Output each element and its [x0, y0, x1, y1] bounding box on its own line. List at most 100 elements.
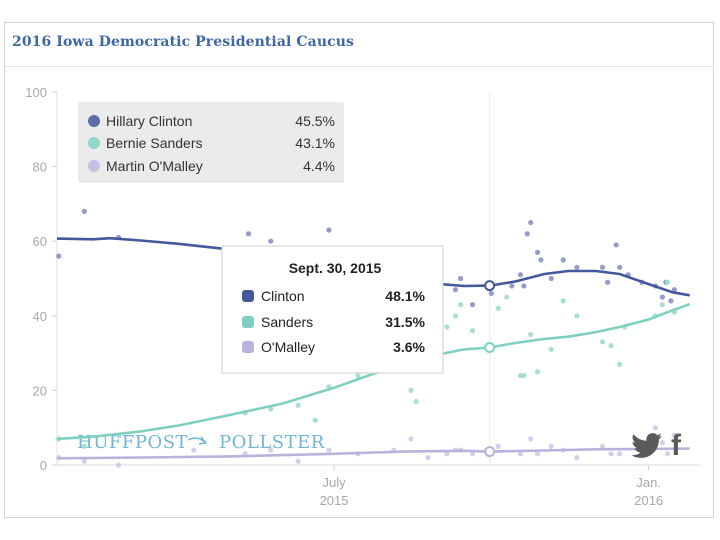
tooltip-swatch-sanders — [242, 316, 254, 328]
poll-dot-omalley — [408, 436, 414, 442]
twitter-share-button[interactable] — [631, 433, 662, 458]
poll-dot-omalley — [495, 443, 501, 449]
poll-dot-omalley — [608, 451, 614, 457]
poll-dot-sanders — [548, 346, 554, 352]
poll-dot-clinton — [469, 302, 476, 308]
poll-dot-clinton — [81, 208, 87, 214]
poll-dot-clinton — [613, 242, 619, 248]
legend-swatch-omalley — [88, 160, 100, 172]
poll-dot-sanders — [408, 387, 414, 393]
poll-dot-sanders — [534, 369, 541, 375]
watermark-arrow-icon — [187, 436, 208, 445]
poll-dot-omalley — [268, 447, 274, 453]
poll-dot-sanders — [355, 372, 361, 379]
y-tick-label: 20 — [33, 383, 47, 398]
poll-dot-sanders — [81, 443, 87, 449]
y-tick-label: 40 — [33, 309, 47, 324]
poll-dot-sanders — [312, 417, 318, 423]
poll-dot-clinton — [517, 272, 524, 278]
poll-dot-omalley — [326, 447, 332, 453]
poll-dot-sanders — [599, 339, 606, 345]
poll-dot-clinton — [457, 275, 464, 282]
poll-dot-omalley — [469, 451, 476, 457]
legend-value-omalley: 4.4% — [303, 158, 335, 174]
hover-markers-layer — [484, 280, 496, 458]
poll-dot-clinton — [617, 264, 623, 270]
hover-marker-sanders — [484, 342, 496, 354]
poll-dot-sanders — [504, 294, 510, 300]
poll-dot-clinton — [245, 231, 252, 237]
poll-dot-omalley — [115, 462, 122, 468]
legend-label-sanders: Bernie Sanders — [106, 135, 203, 151]
poll-dot-sanders — [659, 302, 665, 308]
trend-line-omalley — [56, 447, 690, 460]
poll-dot-sanders — [608, 343, 614, 349]
poll-dot-clinton — [534, 249, 541, 255]
poll-dot-sanders — [469, 328, 476, 334]
poll-dot-clinton — [521, 283, 527, 289]
y-tick-label: 60 — [33, 234, 47, 249]
tooltip-background — [221, 245, 444, 374]
title-bar: 2016 Iowa Democratic Presidential Caucus — [5, 23, 713, 67]
poll-dot-sanders — [528, 331, 534, 338]
tooltip-value-clinton: 48.1% — [385, 288, 425, 304]
poll-dot-sanders — [617, 361, 623, 367]
poll-dot-sanders — [413, 398, 419, 405]
poll-dot-omalley — [81, 458, 87, 464]
poll-dot-sanders — [521, 372, 527, 379]
legend-background — [78, 102, 344, 183]
poll-dot-clinton — [668, 298, 674, 304]
facebook-icon: f — [671, 429, 682, 462]
poll-dot-omalley — [574, 454, 580, 461]
poll-dot-clinton — [524, 231, 530, 237]
watermark-right: POLLSTER — [219, 432, 325, 453]
poll-dot-omalley — [534, 451, 541, 457]
tooltip: Sept. 30, 2015 Clinton 48.1% Sanders 31.… — [221, 245, 444, 374]
y-tick-label: 0 — [40, 458, 47, 473]
facebook-share-button[interactable]: f — [671, 429, 682, 462]
legend: Hillary Clinton 45.5% Bernie Sanders 43.… — [78, 102, 344, 183]
tooltip-label-omalley: O'Malley — [261, 339, 315, 355]
poll-dot-omalley — [528, 436, 534, 442]
poll-dot-clinton — [268, 238, 274, 244]
poll-dot-sanders — [457, 302, 464, 308]
tooltip-value-sanders: 31.5% — [385, 314, 425, 330]
twitter-icon — [631, 433, 662, 458]
y-tick-label: 100 — [25, 85, 47, 100]
poll-dot-clinton — [509, 283, 515, 289]
poll-dot-clinton — [574, 264, 580, 270]
legend-value-sanders: 43.1% — [295, 135, 335, 151]
tooltip-value-omalley: 3.6% — [393, 339, 425, 355]
hover-marker-clinton — [484, 280, 496, 292]
poll-dot-clinton — [488, 290, 494, 297]
poll-dot-sanders — [295, 402, 301, 408]
poll-dot-clinton — [548, 275, 554, 282]
legend-swatch-sanders — [88, 137, 100, 149]
poll-dot-clinton — [538, 257, 544, 263]
poll-dot-clinton — [528, 219, 534, 226]
chart-title: 2016 Iowa Democratic Presidential Caucus — [12, 34, 354, 50]
hover-marker-omalley — [484, 446, 496, 458]
poll-dot-omalley — [659, 440, 665, 446]
poll-dot-omalley — [444, 451, 450, 457]
poll-dot-omalley — [599, 443, 606, 449]
tooltip-label-sanders: Sanders — [261, 314, 313, 330]
poll-dot-sanders — [574, 313, 580, 319]
x-tick-label: July — [322, 475, 346, 490]
poll-dot-omalley — [517, 451, 524, 457]
axis-ticks: 0 20 40 60 80 100 July 2015 Jan. 2016 — [25, 85, 663, 508]
watermark-left: HUFFPOST — [77, 432, 188, 453]
poll-dot-clinton — [599, 264, 606, 270]
x-tick-label: Jan. — [636, 475, 661, 490]
tooltip-label-clinton: Clinton — [261, 288, 305, 304]
poll-dot-clinton — [560, 257, 566, 263]
poll-dot-omalley — [548, 443, 554, 449]
poll-dot-omalley — [671, 432, 677, 438]
poll-dot-clinton — [452, 287, 459, 293]
poll-dot-sanders — [452, 313, 459, 319]
tooltip-swatch-omalley — [242, 341, 254, 353]
poll-dot-sanders — [444, 324, 450, 330]
tooltip-swatch-clinton — [242, 290, 254, 302]
poll-dot-omalley — [664, 451, 671, 457]
